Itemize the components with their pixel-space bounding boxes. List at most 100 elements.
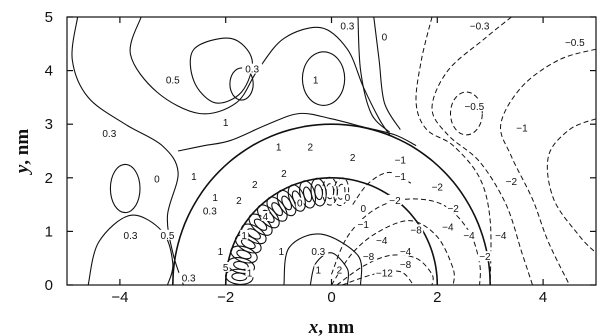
contour-level-label: −8 <box>410 225 422 236</box>
contour-label-bg <box>504 176 519 187</box>
contour-label-bg <box>274 141 283 152</box>
contour-level-label: 1 <box>212 193 218 204</box>
contour-level-label: 0 <box>382 32 388 43</box>
contour-label-bg <box>477 251 492 262</box>
contour-level-label: −2 <box>389 196 401 207</box>
contour-lobe-positive <box>266 196 288 222</box>
y-tick-label: 4 <box>45 63 53 80</box>
contour-level-label: 0 <box>297 199 303 210</box>
contour-label-bg <box>311 74 320 85</box>
contour-positive <box>189 37 253 104</box>
contour-label-bg <box>514 122 529 133</box>
contour-label-bg <box>462 229 477 240</box>
contour-level-label: −2 <box>432 183 444 194</box>
contour-level-label: −2 <box>506 177 518 188</box>
contour-lobe-positive <box>253 218 268 231</box>
contour-label-bg <box>242 63 263 74</box>
contour-label-bg <box>356 219 371 230</box>
contour-label-bg <box>348 152 357 163</box>
contour-label-bg <box>440 221 455 232</box>
contour-lobe-negative <box>325 183 335 200</box>
contour-level-label: 0 <box>154 174 160 185</box>
contour-level-label: 2 <box>252 180 258 191</box>
contour-level-label: −2 <box>447 204 459 215</box>
contour-label-bg <box>409 224 424 235</box>
contour-label-bg <box>430 181 445 192</box>
contour-negative <box>500 48 597 286</box>
x-tick-label: −2 <box>217 289 234 306</box>
x-tick-label: 4 <box>539 289 547 306</box>
contour-lobe-positive <box>230 245 258 264</box>
contour-lobe-positive <box>226 257 256 274</box>
contour-positive <box>71 16 184 286</box>
contour-label-bg <box>398 259 413 270</box>
contour-level-label: 1 <box>191 172 197 183</box>
contour-level-label: 2 <box>281 169 287 180</box>
contour-level-label: 0.5 <box>166 75 180 86</box>
contour-label-bg <box>393 154 408 165</box>
contour-label-bg <box>387 194 402 205</box>
contour-label-bg <box>199 205 220 216</box>
contour-positive <box>357 16 391 133</box>
contour-label-bg <box>178 272 199 283</box>
contour-positive <box>109 163 141 214</box>
x-tick-label: 0 <box>327 289 335 306</box>
x-tick-label: 2 <box>433 289 441 306</box>
plot-area-frame <box>66 16 597 286</box>
contour-negative <box>331 198 481 286</box>
contour-label-bg <box>277 245 286 256</box>
contour-positive <box>309 252 350 286</box>
contour-positive <box>87 214 174 286</box>
x-tick-label: −4 <box>111 289 128 306</box>
y-tick-label: 3 <box>45 116 53 133</box>
y-tick-label: 5 <box>45 9 53 26</box>
contour-label-bg <box>314 264 323 275</box>
contour-lobe-positive <box>281 195 292 211</box>
contour-label-bg <box>234 194 243 205</box>
contour-positive <box>301 51 346 106</box>
contour-level-label: 2 <box>236 196 242 207</box>
contour-label-bg <box>306 141 315 152</box>
contour-lobe-negative <box>336 183 346 200</box>
contour-label-bg <box>157 229 178 240</box>
contour-label-bg <box>398 245 413 256</box>
contour-label-bg <box>221 117 230 128</box>
contour-level-label: 1 <box>241 231 247 242</box>
contour-level-label: −4 <box>442 223 454 234</box>
contour-lobe-positive <box>246 228 261 240</box>
contour-lobe-positive <box>248 213 273 236</box>
contour-level-label: 0 <box>345 193 351 204</box>
x-axis-ticks: −4 −2 0 2 4 <box>111 17 547 306</box>
contour-label-bg <box>374 235 389 246</box>
contour-lobe-positive <box>302 186 313 203</box>
contour-label-bg <box>561 36 588 47</box>
y-tick-label: 0 <box>45 277 53 294</box>
contour-level-label: −8 <box>400 260 412 271</box>
contour-negative <box>415 16 492 286</box>
contour-label-bg <box>361 251 376 262</box>
y-axis-unit: , nm <box>12 129 33 165</box>
contour-label-bg <box>335 264 344 275</box>
contour-label-bg <box>261 211 270 221</box>
contour-level-label: 0.3 <box>245 65 259 76</box>
contour-label-bg <box>393 170 408 181</box>
y-axis-ticks: 0 1 2 3 4 5 <box>45 9 596 294</box>
contour-lobe-positive <box>233 260 249 271</box>
contour-label-bg <box>446 202 461 213</box>
contour-label-bg <box>250 178 259 189</box>
contour-negative <box>546 118 597 254</box>
contour-level-label: 1 <box>218 247 224 258</box>
contour-level-label: 2 <box>308 142 314 153</box>
contour-level-label: 1 <box>223 118 229 129</box>
x-axis-var: x <box>308 317 319 336</box>
contour-level-label: 5 <box>223 263 229 274</box>
contour-label-bg <box>99 127 120 138</box>
contour-level-label: −0.3 <box>470 22 490 33</box>
contour-level-label: −0.5 <box>565 38 585 49</box>
boundary-semicircle <box>172 123 491 286</box>
contour-label-bg <box>240 229 249 240</box>
contour-lobe-positive <box>314 184 323 201</box>
contour-level-label: 0.3 <box>340 22 354 33</box>
contour-lobe-positive <box>231 272 248 282</box>
contour-lobe-positive <box>271 202 283 217</box>
